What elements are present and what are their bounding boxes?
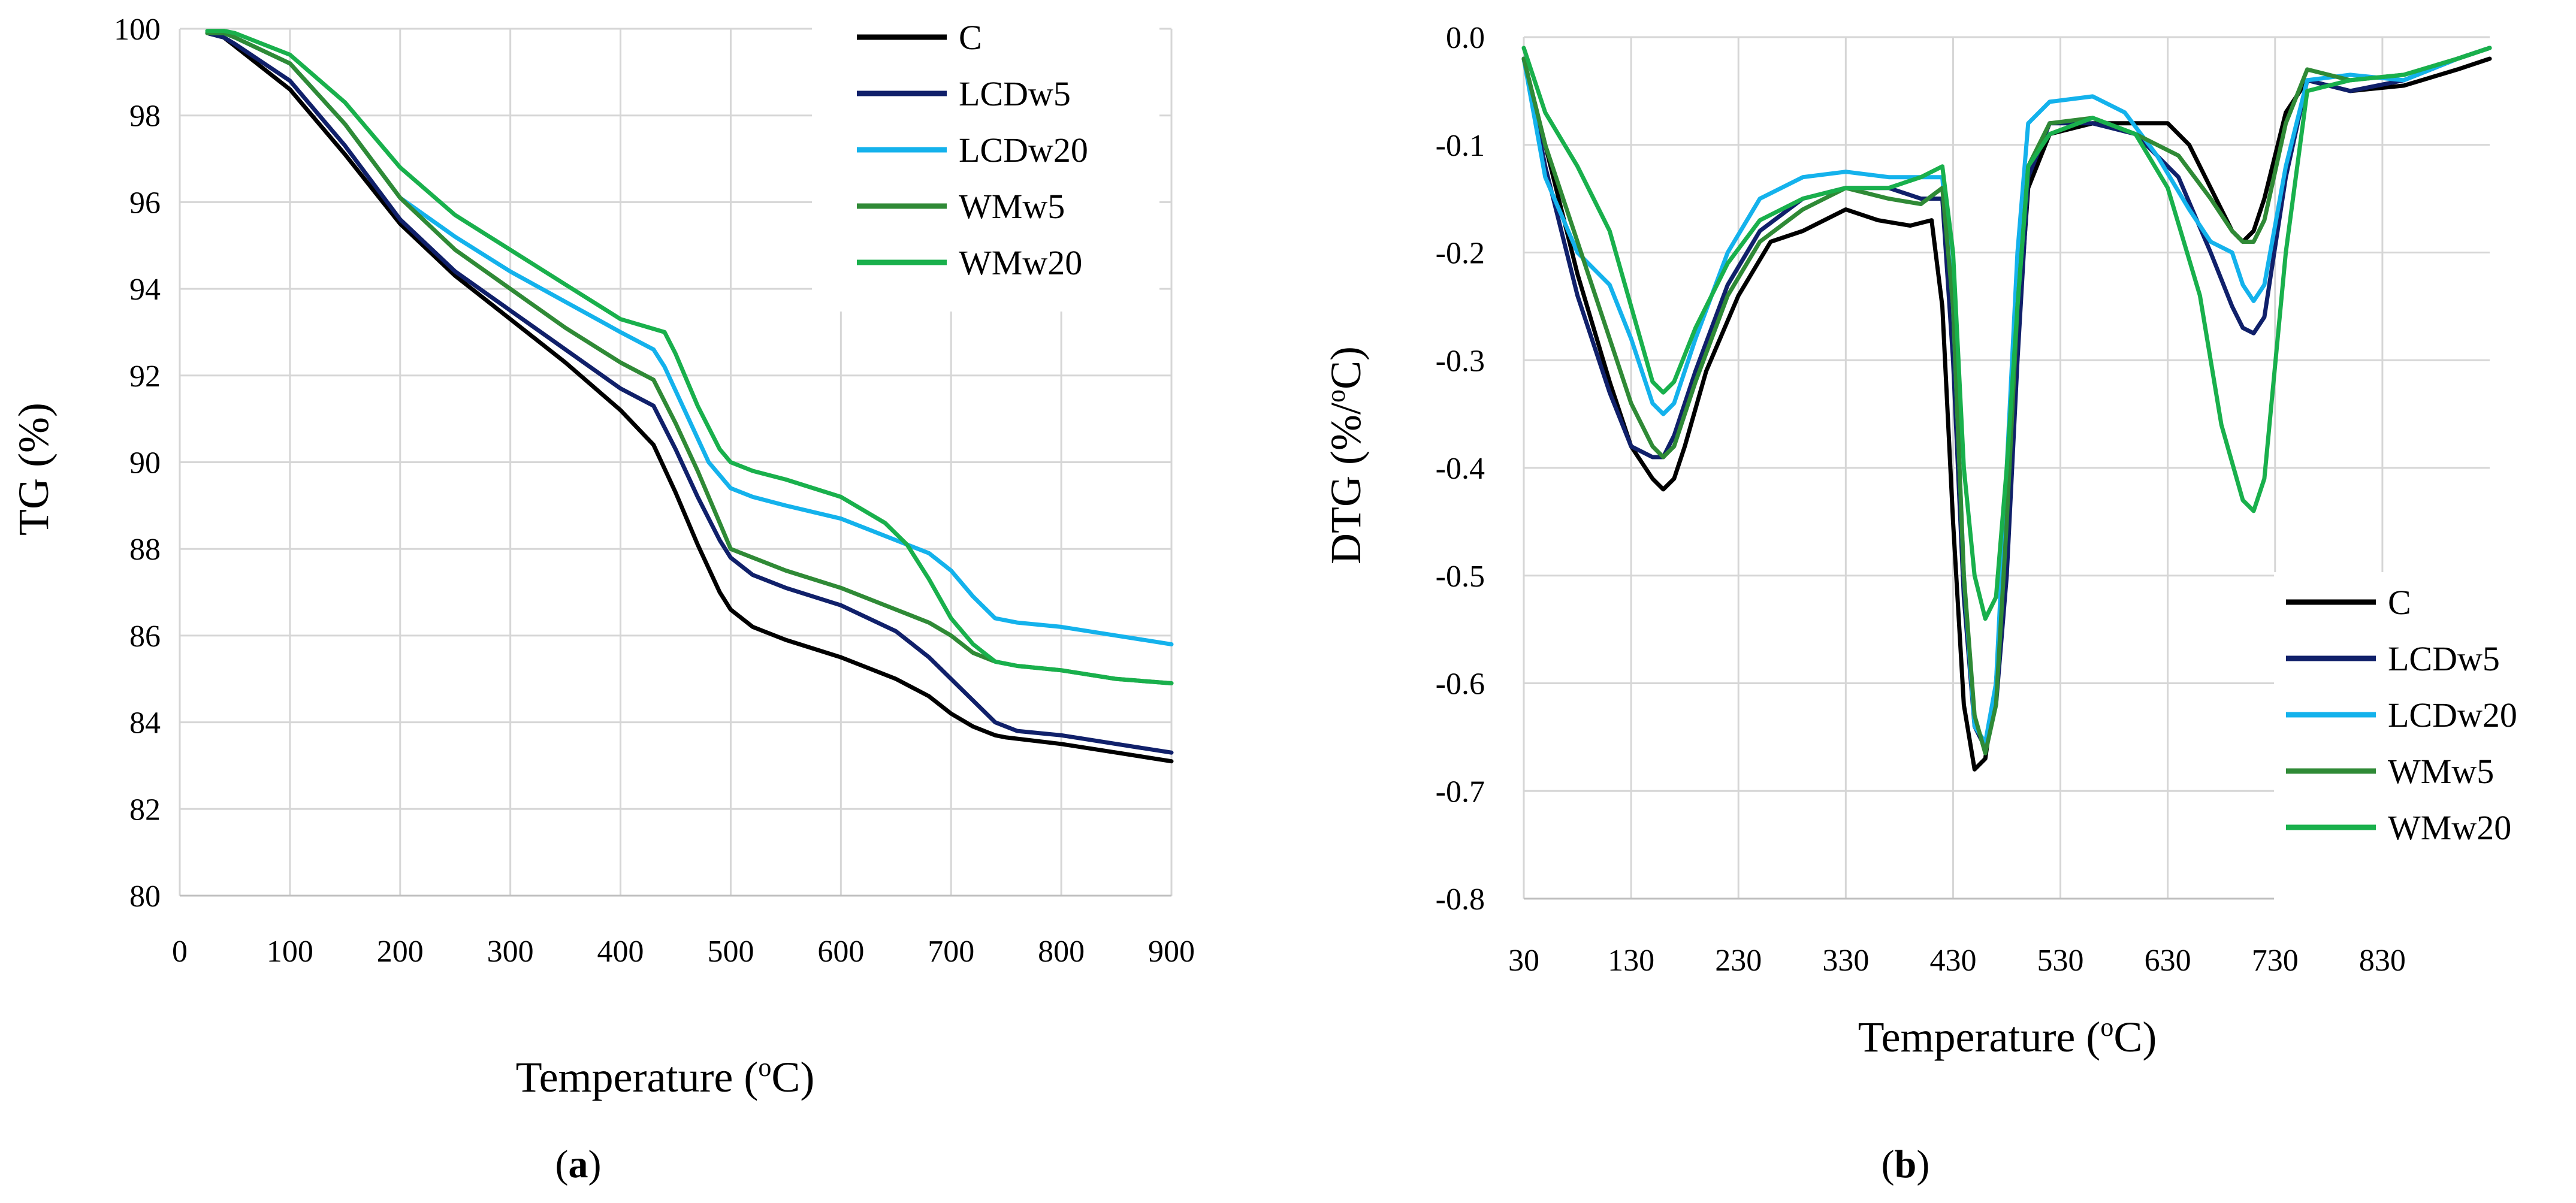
tg-legend-label-wmw5: WMw5 — [959, 187, 1065, 226]
tg-series-wmw5 — [205, 31, 1174, 685]
tg-y-tick-label: 96 — [129, 186, 161, 220]
dtg-x-tick-label: 730 — [2252, 944, 2299, 978]
dtg-legend-background — [2274, 572, 2574, 902]
dtg-x-tick-label: 330 — [1822, 944, 1869, 978]
dtg-series-wmw20 — [1521, 46, 2492, 621]
tg-legend-label-c: C — [959, 18, 982, 57]
dtg-y-tick-labels: -0.8 -0.7 -0.6 -0.5 -0.4 -0.3 -0.2 -0.1 0.0 — [1436, 21, 1485, 917]
tg-x-tick-label: 300 — [487, 935, 534, 969]
tg-y-tick-label: 82 — [129, 793, 161, 827]
dtg-y-tick-label: -0.6 — [1436, 667, 1485, 702]
tg-series-lcdw5 — [205, 31, 1174, 755]
dtg-y-tick-label: -0.8 — [1436, 882, 1485, 917]
dtg-chart: 30 130 230 330 430 530 630 730 830 -0.8-0.7-0.6-… — [1321, 21, 2574, 1186]
dtg-x-axis-title: Temperature (oC) — [1858, 1012, 2157, 1061]
tg-x-tick-label: 100 — [267, 935, 313, 969]
tg-y-tick-label: 84 — [129, 706, 161, 740]
tg-x-tick-label: 500 — [707, 935, 754, 969]
tg-gridlines — [179, 28, 1173, 897]
tg-series — [205, 29, 1174, 764]
dtg-legend-label-lcdw5: LCDw5 — [2388, 639, 2500, 678]
tg-y-tick-label: 92 — [129, 359, 161, 394]
dtg-y-tick-label: -0.5 — [1436, 560, 1485, 594]
tg-y-tick-labels: 80 82 84 86 88 90 92 94 96 98 100 — [114, 13, 161, 914]
tg-legend-label-lcdw5: LCDw5 — [959, 74, 1071, 113]
tg-y-tick-label: 80 — [129, 879, 161, 914]
tg-y-tick-label: 86 — [129, 619, 161, 654]
tg-series-wmw20 — [205, 29, 1174, 685]
tg-x-tick-label: 0 — [172, 935, 188, 969]
dtg-legend-label-wmw5: WMw5 — [2388, 752, 2494, 791]
dtg-y-tick-label: -0.2 — [1436, 237, 1485, 271]
tg-x-tick-label: 600 — [817, 935, 864, 969]
dtg-series-c — [1521, 56, 2492, 772]
tg-chart: 0 100 200 300 400 500 600 700 800 900 80 82 84 86 88 9… — [10, 9, 1195, 1186]
tg-y-tick-label: 90 — [129, 446, 161, 480]
dtg-y-axis-title: DTG (%/oC) — [1321, 346, 1370, 564]
dtg-x-tick-label: 630 — [2145, 944, 2191, 978]
dtg-x-tick-label: 130 — [1608, 944, 1654, 978]
dtg-y-tick-label: -0.4 — [1436, 452, 1485, 486]
dtg-legend-label-c: C — [2388, 583, 2411, 622]
caption-b: (b) — [1882, 1142, 1930, 1186]
dtg-x-tick-label: 830 — [2359, 944, 2406, 978]
dtg-y-tick-label: -0.7 — [1436, 775, 1485, 809]
dtg-x-tick-label: 430 — [1929, 944, 1976, 978]
dtg-series-lcdw20 — [1521, 46, 2492, 745]
caption-a: (a) — [555, 1142, 602, 1186]
tg-legend-label-wmw20: WMw20 — [959, 243, 1082, 282]
tg-series-c — [205, 31, 1174, 764]
dtg-series — [1521, 46, 2492, 772]
dtg-y-tick-label: -0.3 — [1436, 344, 1485, 378]
tg-y-tick-label: 94 — [129, 273, 161, 307]
tg-x-tick-label: 200 — [377, 935, 424, 969]
tg-y-axis-title: TG (%) — [10, 403, 58, 536]
tg-y-tick-label: 88 — [129, 533, 161, 567]
tg-y-tick-label: 98 — [129, 99, 161, 134]
tg-x-axis-title: Temperature (oC) — [516, 1053, 815, 1101]
dtg-y-tick-label: 0.0 — [1446, 21, 1485, 55]
tg-legend-label-lcdw20: LCDw20 — [959, 131, 1088, 170]
tg-x-tick-label: 900 — [1148, 935, 1195, 969]
dtg-series-wmw5 — [1521, 46, 2492, 755]
tg-legend: C LCDw5 LCDw20 WMw5 WMw20 — [857, 18, 1088, 282]
dtg-x-tick-label: 530 — [2037, 944, 2084, 978]
dtg-y-tick-label: -0.1 — [1436, 129, 1485, 163]
tg-x-tick-label: 700 — [928, 935, 974, 969]
dtg-legend-label-wmw20: WMw20 — [2388, 808, 2511, 847]
tg-x-tick-label: 400 — [597, 935, 644, 969]
dtg-legend: C LCDw5 LCDw20 WMw5 WMw20 — [2286, 583, 2517, 847]
dtg-x-tick-label: 230 — [1715, 944, 1762, 978]
tg-x-tick-labels: 0 100 200 300 400 500 600 700 800 900 — [172, 935, 1195, 969]
dtg-x-tick-labels: 30 130 230 330 430 530 630 730 830 — [1508, 944, 2406, 978]
tg-y-tick-label: 100 — [114, 13, 161, 47]
dtg-x-tick-label: 30 — [1508, 944, 1539, 978]
dtg-legend-label-lcdw20: LCDw20 — [2388, 696, 2517, 735]
tg-x-tick-label: 800 — [1038, 935, 1085, 969]
